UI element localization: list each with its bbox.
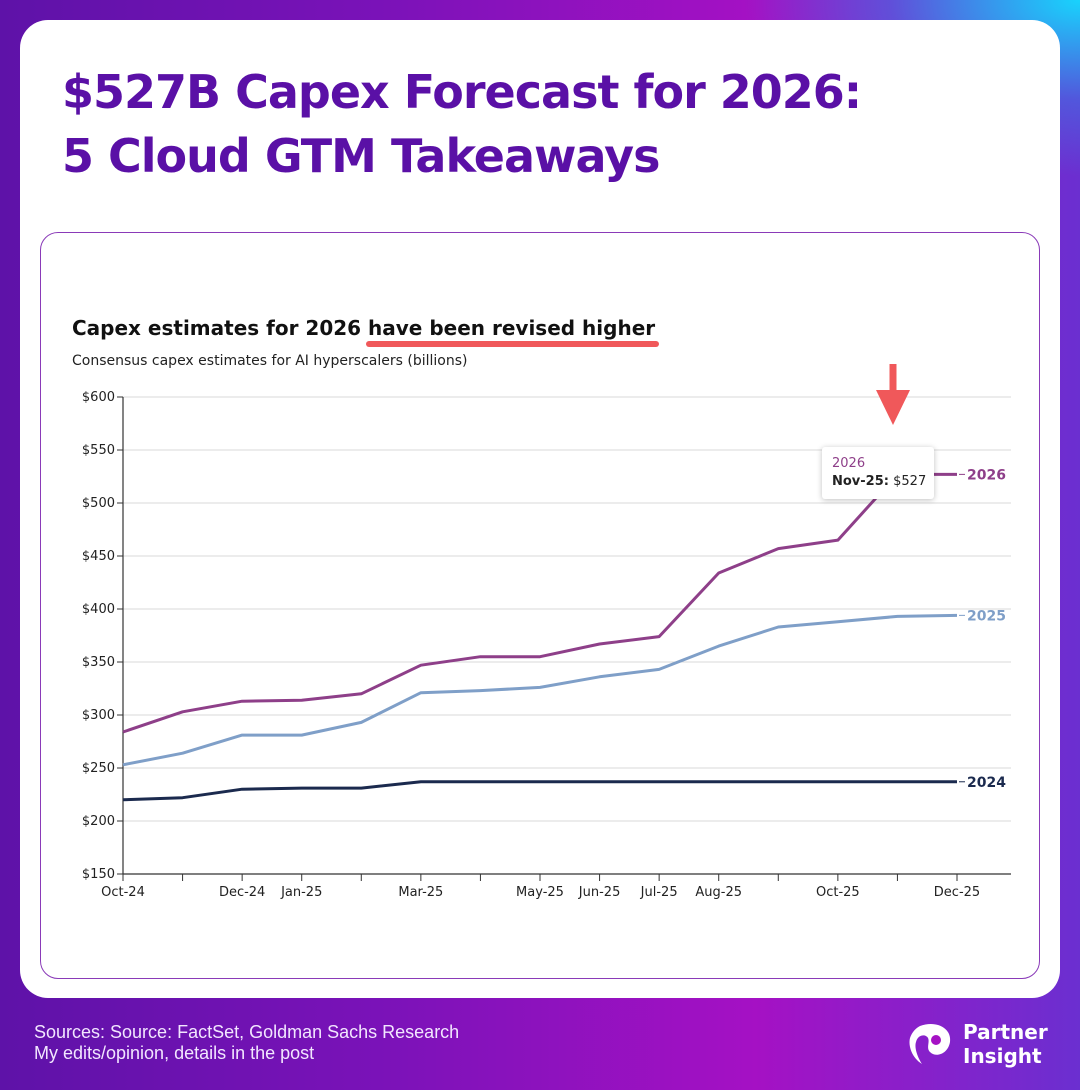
chart-title-plain: Capex estimates for 2026 [72,316,369,340]
annotation-arrow-shaft [889,364,897,390]
line-chart: $150 $200 $250 $300 $350 $400 $450 $500 $550 $600… [82,364,1011,900]
y-tick-label: $600 [82,390,115,405]
chart-tooltip: 2026 Nov-25: $527 [822,447,934,499]
x-tick-label: Dec-24 [219,885,265,900]
x-tick-label: Jun-25 [578,885,621,900]
sources-line-2: My edits/opinion, details in the post [34,1043,315,1063]
x-tick-label: Jul-25 [640,885,678,900]
brand-logo-icon [909,1023,951,1064]
annotation-arrow-head [876,390,910,425]
brand-name: Partner Insight [963,1020,1048,1068]
sources-line-1: Sources: Source: FactSet, Goldman Sachs … [34,1022,460,1042]
x-tick-label: Oct-24 [101,885,145,900]
series-line-2026 [122,472,957,734]
headline-line-2: 5 Cloud GTM Takeaways [62,129,661,183]
brand-lockup: Partner Insight [906,1016,1056,1074]
y-tick-label: $350 [82,655,115,670]
y-tick-label: $550 [82,443,115,458]
series-line-2024 [122,780,957,802]
x-tick-label: May-25 [516,885,564,900]
footer-sources: Sources: Source: FactSet, Goldman Sachs … [34,1022,459,1064]
chart-subtitle: Consensus capex estimates for AI hypersc… [72,353,468,369]
chart-title-highlight: have been revised higher [368,316,656,340]
y-tick-label: $400 [82,602,115,617]
brand-name-line-2: Insight [963,1044,1042,1068]
y-tick-label: $150 [82,867,115,882]
y-tick-label: $500 [82,496,115,511]
x-tick-label: Aug-25 [695,885,742,900]
tooltip-value: $527 [893,474,927,489]
y-tick-label: $200 [82,814,115,829]
x-tick-label: Oct-25 [816,885,860,900]
y-tick-label: $300 [82,708,115,723]
tooltip-label: Nov-25: [832,474,889,489]
y-tick-label: $450 [82,549,115,564]
brand-name-line-1: Partner [963,1020,1048,1044]
x-tick-label: Jan-25 [280,885,322,900]
chart-panel: $150 $200 $250 $300 $350 $400 $450 $500 $550 $600… [40,232,1040,979]
chart-title: Capex estimates for 2026 have been revis… [72,316,655,340]
series-end-label-2026: 2026 [967,467,1006,483]
tooltip-series: 2026 [832,456,866,471]
content-card: $527B Capex Forecast for 2026: 5 Cloud G… [20,20,1060,998]
series-end-label-2024: 2024 [967,775,1006,791]
series-end-label-2025: 2025 [967,608,1006,624]
x-tick-label: Mar-25 [398,885,443,900]
headline-line-1: $527B Capex Forecast for 2026: [62,65,862,119]
y-tick-label: $250 [82,761,115,776]
tooltip-value-line: Nov-25: $527 [832,473,934,491]
series-line-2025 [122,613,958,767]
x-tick-label: Dec-25 [934,885,980,900]
headline: $527B Capex Forecast for 2026: 5 Cloud G… [62,60,862,188]
